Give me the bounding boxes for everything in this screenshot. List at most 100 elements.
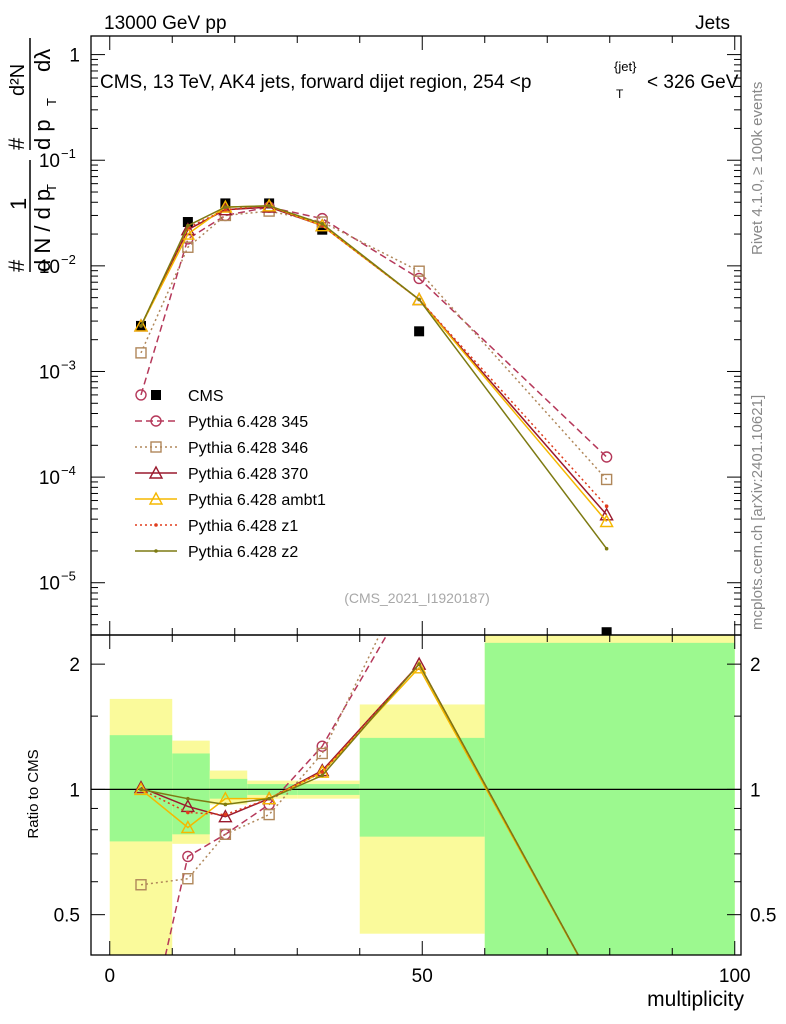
legend-label-CMS: CMS bbox=[188, 388, 224, 405]
point-ambt1-6 bbox=[599, 514, 614, 528]
ylabel-dpT: d p bbox=[30, 119, 55, 150]
main-panel: 110−110−210−310−410−5 bbox=[39, 36, 741, 635]
ratio-point-z1-4 bbox=[320, 770, 325, 774]
ylabel-one: 1 bbox=[6, 198, 31, 210]
legend: CMS Pythia 6.428 345 Pythia 6.428 346 Pythi… bbox=[135, 388, 326, 561]
point-ambt1-5 bbox=[411, 292, 427, 306]
ratio-point-z2-3 bbox=[267, 796, 271, 801]
point-p346-6 bbox=[600, 473, 613, 486]
main-y-axis-label: # 1 d N / d p T # d²N d p T dλ bbox=[4, 38, 59, 272]
ratio-point-p346-1 bbox=[182, 873, 194, 885]
point-ambt1-4 bbox=[315, 218, 330, 232]
ratio-point-z2-2 bbox=[223, 802, 228, 807]
ratio-ytick-label-right-0: 0.5 bbox=[750, 906, 776, 927]
point-z2-5 bbox=[417, 297, 421, 302]
ratio-ytick-label-right-2: 2 bbox=[750, 655, 761, 676]
title-sub: T bbox=[616, 87, 624, 101]
green-band-bin-2 bbox=[209, 778, 248, 799]
legend-label-p345: Pythia 6.428 345 bbox=[188, 414, 308, 431]
ylabel-hash-2: # bbox=[4, 137, 29, 150]
ratio-point-z1-1 bbox=[186, 810, 190, 815]
x-tick-label-2: 100 bbox=[719, 966, 751, 987]
main-ytick-exp-2: −2 bbox=[61, 252, 76, 267]
title-end: < 326 GeV bbox=[647, 72, 739, 93]
legend-entry-z1: Pythia 6.428 z1 bbox=[135, 518, 298, 535]
point-z2-1 bbox=[186, 223, 190, 228]
main-ytick-label-0: 1 bbox=[69, 46, 80, 67]
main-ytick-label-4: 10 bbox=[39, 468, 60, 489]
main-data-area bbox=[133, 198, 614, 635]
point-z2-4 bbox=[320, 222, 325, 226]
main-ytick-exp-5: −5 bbox=[61, 569, 76, 584]
legend-label-z1: Pythia 6.428 z1 bbox=[188, 518, 298, 535]
ratio-panel: 0.5 0.5 1 1 2 2 0 50 100 bbox=[54, 635, 776, 987]
ylabel-dN-dpT: d N / d p bbox=[30, 189, 55, 272]
series-z2 bbox=[139, 204, 609, 551]
legend-entry-p370: Pythia 6.428 370 bbox=[135, 465, 308, 483]
plot-title: CMS, 13 TeV, AK4 jets, forward dijet reg… bbox=[100, 59, 739, 101]
legend-marker-p345 bbox=[150, 415, 162, 427]
main-ytick-label-1: 10 bbox=[39, 151, 60, 172]
series-line-p346 bbox=[140, 210, 608, 480]
legend-entry-p345: Pythia 6.428 345 bbox=[135, 414, 308, 431]
ratio-point-p345-4 bbox=[316, 740, 328, 752]
ratio-point-p346-2 bbox=[219, 828, 232, 841]
ratio-line-p345 bbox=[164, 635, 388, 955]
title-main: CMS, 13 TeV, AK4 jets, forward dijet reg… bbox=[100, 72, 531, 93]
legend-marker-p346 bbox=[150, 441, 162, 453]
ratio-point-z2-1 bbox=[186, 796, 190, 801]
header-beam: 13000 GeV pp bbox=[104, 13, 227, 34]
point-p370-6 bbox=[599, 507, 614, 521]
point-p345-0 bbox=[135, 389, 147, 401]
ratio-ytick-label-2: 2 bbox=[69, 655, 80, 676]
point-CMS-6 bbox=[601, 627, 612, 635]
ratio-uncertainty-bands bbox=[109, 635, 735, 955]
green-band-bin-6 bbox=[484, 642, 735, 955]
point-p346-5 bbox=[413, 265, 425, 277]
point-CMS-4 bbox=[317, 224, 328, 235]
legend-marker-z1 bbox=[154, 523, 158, 527]
ylabel-hash-1: # bbox=[4, 259, 29, 272]
point-z2-2 bbox=[223, 205, 228, 209]
point-z2-3 bbox=[267, 204, 271, 208]
ratio-point-p370-0 bbox=[133, 780, 149, 794]
point-p345-5 bbox=[413, 272, 425, 285]
legend-entry-ambt1: Pythia 6.428 ambt1 bbox=[135, 491, 326, 509]
ratio-point-z1-2 bbox=[223, 812, 228, 817]
rivet-version-label: Rivet 4.1.0, ≥ 100k events bbox=[749, 82, 766, 255]
ratio-ytick-label-0: 0.5 bbox=[54, 906, 80, 927]
ratio-series-z2 bbox=[139, 662, 580, 955]
ratio-data-area bbox=[91, 635, 741, 955]
point-z2-6 bbox=[604, 546, 609, 551]
green-band-bin-1 bbox=[172, 753, 210, 835]
title-sup: {jet} bbox=[614, 59, 637, 74]
ratio-point-z2-0 bbox=[139, 787, 143, 792]
ratio-point-z2-5 bbox=[417, 662, 421, 666]
ylabel-dlambda: dλ bbox=[30, 49, 55, 72]
ratio-y-label: Ratio to CMS bbox=[25, 749, 42, 838]
ratio-point-ambt1-1 bbox=[180, 820, 196, 834]
point-ambt1-0 bbox=[133, 318, 149, 332]
header-process: Jets bbox=[695, 13, 730, 34]
green-band-bin-5 bbox=[359, 737, 485, 837]
main-ytick-exp-1: −1 bbox=[61, 146, 76, 161]
legend-entry-p346: Pythia 6.428 346 bbox=[135, 440, 308, 457]
ylabel-dpT-sub: T bbox=[44, 98, 59, 106]
ratio-series-p346 bbox=[135, 635, 381, 891]
legend-label-p370: Pythia 6.428 370 bbox=[188, 466, 308, 483]
main-axis-ticks: 110−110−210−310−410−5 bbox=[39, 36, 741, 635]
x-tick-label-0: 0 bbox=[104, 966, 115, 987]
ylabel-dN-sub: T bbox=[44, 184, 59, 192]
ratio-ytick-label-1: 1 bbox=[69, 780, 80, 801]
main-ytick-label-2: 10 bbox=[39, 257, 60, 278]
point-p346-1 bbox=[182, 241, 194, 253]
legend-label-ambt1: Pythia 6.428 ambt1 bbox=[188, 492, 326, 509]
ratio-frame bbox=[90, 634, 742, 956]
analysis-watermark: (CMS_2021_I1920187) bbox=[344, 590, 490, 606]
ratio-axis-ticks: 0.5 0.5 1 1 2 2 0 50 100 bbox=[54, 635, 776, 987]
main-ytick-exp-4: −4 bbox=[61, 463, 76, 478]
legend-marker-p370 bbox=[148, 465, 164, 479]
ratio-point-p370-2 bbox=[218, 809, 233, 823]
ratio-ytick-label-right-1: 1 bbox=[750, 780, 761, 801]
